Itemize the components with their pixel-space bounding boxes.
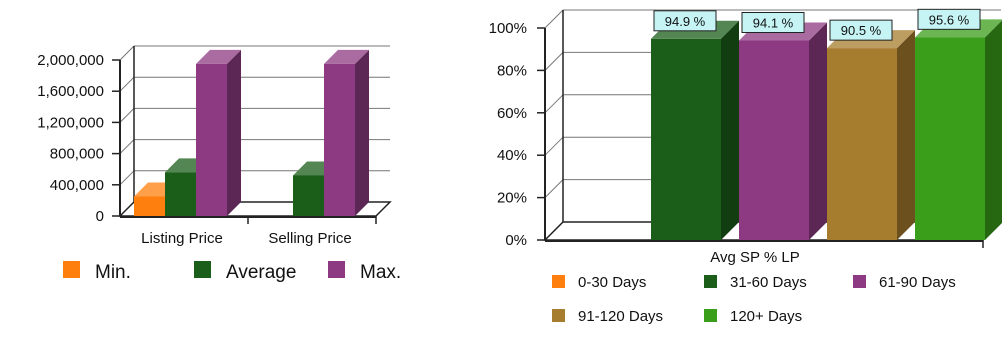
gridline-depth (119, 170, 135, 186)
data-label: 90.5 % (829, 19, 893, 41)
bar-6190days (739, 22, 827, 241)
bar-front (134, 196, 165, 216)
gridline-depth (544, 52, 564, 71)
legend-swatch (704, 309, 717, 322)
data-label-text: 90.5 % (841, 23, 882, 38)
legend-label: 31-60 Days (730, 274, 807, 291)
gridline-depth (544, 136, 564, 156)
bar-front (827, 48, 897, 240)
x-axis-label: Avg SP % LP (710, 249, 800, 266)
legend-label: Min. (95, 262, 131, 283)
bar-side (355, 49, 369, 217)
y-tick-label: 0 (96, 208, 104, 225)
bar-120days (915, 19, 1002, 240)
bar-front (324, 63, 355, 217)
gridline-depth (544, 9, 564, 29)
legend-swatch (853, 275, 866, 288)
legend-label: Average (226, 262, 296, 283)
sp-lp-ratio-chart: 0% 20% 40% 60% 80% 100% Avg SP % LP 94.9 % 94.1 … (489, 8, 1002, 325)
bar-max (324, 49, 369, 217)
legend-swatch (704, 275, 717, 288)
gridline-depth (119, 108, 135, 123)
data-label-box (829, 19, 893, 41)
bar-front (739, 40, 809, 241)
gridline-depth (544, 179, 564, 198)
price-range-chart: 0 400,000 800,000 1,200,000 1,600,000 2,000,0… (37, 45, 401, 283)
y-tick-label: 80% (497, 62, 527, 79)
bar-91120days (827, 30, 915, 240)
y-tick-label: 40% (497, 147, 527, 164)
bar-front (165, 172, 196, 216)
y-tick-label: 800,000 (50, 146, 104, 163)
bar-front (651, 38, 721, 241)
bar-top (196, 49, 241, 64)
legend-label: 91-120 Days (578, 308, 663, 325)
gridline-depth (119, 45, 135, 61)
legend-swatch (552, 275, 565, 288)
data-label: 95.6 % (917, 8, 981, 30)
x-category-label: Selling Price (268, 230, 351, 247)
legend-label: 120+ Days (730, 308, 802, 325)
gridline-depth (544, 94, 564, 114)
data-label-box (653, 10, 717, 32)
y-tick-label: 60% (497, 105, 527, 122)
y-tick-label: 400,000 (50, 177, 104, 194)
y-tick-label: 20% (497, 190, 527, 207)
legend-swatch (328, 261, 345, 278)
y-tick-label: 100% (489, 20, 527, 37)
data-label: 94.9 % (653, 10, 717, 32)
legend-label: 0-30 Days (578, 274, 646, 291)
x-category-label: Listing Price (141, 230, 223, 247)
bar-front (293, 175, 324, 216)
legend-label: 61-90 Days (879, 274, 956, 291)
data-label-text: 94.1 % (753, 16, 794, 31)
bar-side (897, 30, 915, 240)
bar-front (196, 63, 227, 217)
bar-max (196, 49, 241, 217)
gridline-depth (119, 139, 135, 154)
bar-top (324, 49, 369, 64)
data-label-text: 95.6 % (929, 12, 970, 27)
y-tick-label: 0% (505, 232, 527, 249)
legend-label: Max. (360, 262, 401, 283)
bar-side (721, 20, 739, 241)
data-label: 94.1 % (741, 12, 805, 34)
data-label-box (741, 12, 805, 34)
legend-swatch (194, 261, 211, 278)
bar-side (985, 20, 1002, 240)
bar-front (915, 37, 985, 240)
legend-swatch (63, 261, 80, 278)
gridline-depth (119, 76, 135, 92)
y-tick-label: 1,600,000 (37, 83, 104, 100)
y-tick-label: 2,000,000 (37, 52, 104, 69)
bar-side (809, 22, 827, 241)
bar-side (227, 49, 241, 217)
y-tick-label: 1,200,000 (37, 114, 104, 131)
data-label-text: 94.9 % (665, 14, 706, 29)
data-label-box (917, 8, 981, 30)
bar-3160days (651, 20, 739, 241)
legend-swatch (552, 309, 565, 322)
